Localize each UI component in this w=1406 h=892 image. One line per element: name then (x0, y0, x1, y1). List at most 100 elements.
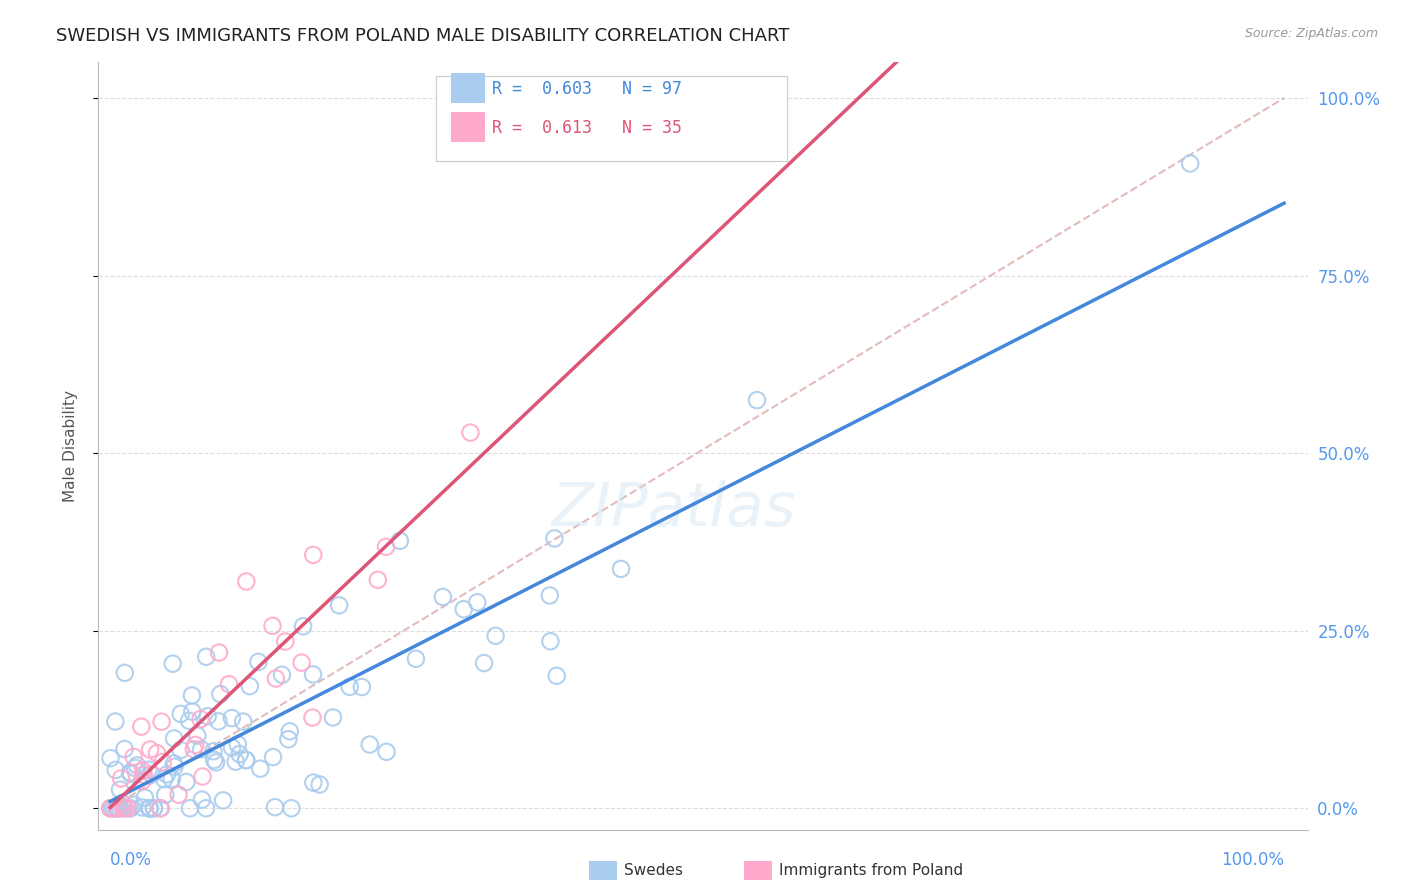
Text: R =  0.603   N = 97: R = 0.603 N = 97 (492, 80, 682, 98)
Point (375, 745, 398, 759)
Point (112, 801, 135, 815)
Text: 0.0%: 0.0% (110, 851, 152, 869)
Point (184, 738, 207, 752)
Point (162, 657, 184, 671)
Point (202, 744, 225, 758)
Point (124, 761, 146, 775)
Point (465, 595, 488, 609)
Point (543, 532, 565, 546)
Point (114, 742, 136, 756)
Point (228, 747, 250, 761)
Point (291, 656, 314, 670)
Point (152, 755, 174, 769)
Point (107, 801, 129, 815)
Point (235, 574, 257, 589)
Point (160, 772, 183, 786)
Point (262, 619, 284, 633)
Point (100, 751, 122, 765)
Point (101, 801, 124, 815)
Point (432, 590, 454, 604)
Point (183, 742, 205, 756)
Point (105, 801, 128, 815)
Point (100, 801, 122, 815)
Point (132, 768, 155, 782)
Point (212, 793, 235, 807)
Point (180, 689, 202, 703)
Point (105, 801, 128, 815)
Point (209, 687, 232, 701)
Point (114, 665, 136, 680)
Point (328, 599, 350, 613)
Text: SWEDISH VS IMMIGRANTS FROM POLAND MALE DISABILITY CORRELATION CHART: SWEDISH VS IMMIGRANTS FROM POLAND MALE D… (56, 27, 790, 45)
Point (208, 646, 231, 660)
Point (745, 393, 768, 408)
Point (156, 767, 179, 781)
Point (112, 800, 135, 814)
Point (191, 792, 214, 806)
Point (610, 562, 633, 576)
Point (538, 634, 561, 648)
Point (139, 742, 162, 756)
Point (143, 801, 166, 815)
Point (108, 782, 131, 797)
Point (142, 801, 165, 815)
Point (120, 801, 142, 815)
Point (131, 774, 153, 789)
Point (274, 634, 297, 648)
Point (195, 801, 218, 815)
Point (153, 772, 176, 787)
Point (197, 709, 219, 723)
Point (149, 801, 172, 815)
Point (149, 801, 172, 815)
Point (280, 801, 302, 815)
Point (110, 772, 132, 786)
Point (170, 706, 193, 721)
Y-axis label: Male Disability: Male Disability (63, 390, 77, 502)
Point (104, 714, 127, 729)
Point (484, 629, 506, 643)
Point (302, 775, 325, 789)
Point (163, 731, 186, 746)
Text: ZIPatlas: ZIPatlas (551, 481, 796, 540)
Point (235, 753, 257, 767)
Point (308, 777, 330, 791)
Point (195, 649, 218, 664)
Point (120, 767, 142, 781)
Point (98, 801, 121, 815)
Point (190, 742, 212, 756)
Point (169, 743, 191, 757)
Point (134, 790, 156, 805)
Point (302, 667, 325, 681)
Point (125, 758, 148, 772)
Point (367, 573, 389, 587)
Point (155, 788, 177, 802)
Point (110, 801, 132, 815)
Text: Immigrants from Poland: Immigrants from Poland (779, 863, 963, 878)
Point (322, 710, 344, 724)
Point (207, 714, 229, 729)
Point (138, 801, 160, 815)
Point (301, 710, 323, 724)
Point (538, 589, 561, 603)
Point (191, 770, 214, 784)
Point (131, 720, 153, 734)
Point (104, 763, 127, 777)
Point (167, 788, 190, 802)
Point (111, 797, 134, 811)
Point (239, 679, 262, 693)
Point (118, 765, 141, 780)
Point (141, 767, 163, 781)
Point (218, 677, 240, 691)
Point (247, 655, 270, 669)
Point (138, 801, 160, 815)
Point (264, 800, 287, 814)
Point (271, 667, 294, 681)
Point (226, 737, 249, 751)
Point (235, 753, 257, 767)
Point (221, 711, 243, 725)
Point (339, 680, 361, 694)
Point (139, 801, 162, 815)
Point (176, 775, 198, 789)
Text: R =  0.613   N = 35: R = 0.613 N = 35 (492, 119, 682, 136)
Point (114, 801, 136, 815)
